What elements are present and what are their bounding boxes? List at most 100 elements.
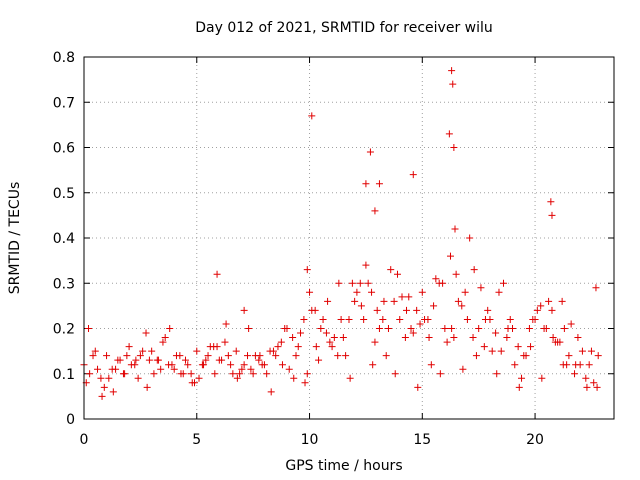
data-point — [371, 207, 379, 215]
plot-frame — [83, 56, 615, 420]
data-point — [403, 306, 411, 314]
data-point — [379, 315, 387, 323]
data-point — [549, 334, 557, 342]
data-point — [480, 343, 488, 351]
data-point — [233, 374, 241, 382]
data-point — [218, 356, 226, 364]
data-point — [506, 315, 514, 323]
data-point — [85, 325, 93, 332]
data-point — [558, 297, 566, 305]
data-point — [430, 302, 438, 310]
data-point — [290, 374, 298, 382]
data-point — [574, 334, 582, 342]
data-point — [301, 379, 309, 387]
data-point — [132, 356, 140, 364]
data-point — [407, 325, 415, 332]
y-tick-label: 0.7 — [53, 95, 75, 111]
data-point — [356, 279, 364, 287]
data-point — [170, 365, 178, 373]
data-point — [545, 297, 553, 305]
data-point — [277, 338, 285, 346]
data-point — [416, 320, 424, 328]
data-point — [103, 352, 111, 360]
data-point — [484, 306, 492, 314]
data-point — [425, 334, 433, 342]
data-point — [409, 329, 417, 337]
y-tick-label: 0.3 — [53, 276, 75, 292]
data-point — [560, 325, 568, 332]
data-point — [247, 365, 255, 373]
data-point — [565, 352, 573, 360]
data-point — [413, 306, 421, 314]
data-point — [375, 325, 383, 332]
data-point — [594, 352, 602, 360]
data-point — [511, 361, 519, 369]
data-point — [497, 347, 505, 355]
data-point — [324, 297, 332, 305]
data-point — [256, 352, 264, 360]
data-point — [481, 315, 489, 323]
data-point — [213, 343, 221, 351]
data-point — [308, 112, 316, 120]
data-point — [238, 365, 246, 373]
data-point — [492, 329, 500, 337]
x-tick-label: 5 — [192, 432, 201, 448]
data-point — [454, 297, 462, 305]
data-point — [360, 315, 368, 323]
data-point — [91, 347, 99, 355]
data-point — [351, 297, 359, 305]
data-point — [587, 347, 595, 355]
data-point — [585, 361, 593, 369]
data-point — [466, 234, 474, 242]
data-point — [393, 270, 401, 278]
data-point — [258, 361, 266, 369]
data-point — [362, 261, 370, 269]
data-point — [229, 370, 237, 378]
data-point — [236, 370, 244, 378]
data-point — [572, 361, 580, 369]
data-point — [470, 266, 478, 274]
data-point — [204, 352, 212, 360]
data-point — [255, 356, 263, 364]
data-point — [289, 334, 297, 342]
data-point — [109, 388, 117, 396]
data-point — [373, 306, 381, 314]
data-point — [274, 343, 282, 351]
data-point — [278, 361, 286, 369]
data-point — [105, 374, 113, 382]
data-point — [448, 67, 456, 75]
data-point — [177, 370, 185, 378]
data-point — [548, 306, 556, 314]
data-point — [477, 284, 485, 292]
data-point — [436, 370, 444, 378]
data-point — [184, 361, 192, 369]
y-tick-label: 0.5 — [53, 186, 75, 202]
data-point — [578, 347, 586, 355]
data-point — [418, 288, 426, 296]
x-tick-label: 20 — [526, 432, 544, 448]
data-point — [368, 288, 376, 296]
data-point — [369, 361, 377, 369]
data-point — [315, 356, 323, 364]
data-point — [571, 370, 579, 378]
data-point — [222, 320, 230, 328]
data-point — [269, 347, 277, 355]
data-point — [136, 352, 144, 360]
data-point — [335, 279, 343, 287]
data-point — [469, 334, 477, 342]
data-point — [143, 383, 151, 391]
ticks: 0 0.1 0.2 0.3 0.4 0.5 0.6 0.7 0.8 0 5 10 15 20 — [53, 50, 614, 448]
data-point — [337, 315, 345, 323]
data-point — [86, 370, 94, 378]
data-point — [515, 383, 523, 391]
data-point — [346, 374, 354, 382]
data-point — [459, 365, 467, 373]
data-point — [330, 334, 338, 342]
data-point — [391, 370, 399, 378]
data-point — [342, 352, 350, 360]
data-point — [339, 334, 347, 342]
data-point — [445, 130, 453, 138]
data-point — [97, 374, 105, 382]
data-point — [499, 279, 507, 287]
